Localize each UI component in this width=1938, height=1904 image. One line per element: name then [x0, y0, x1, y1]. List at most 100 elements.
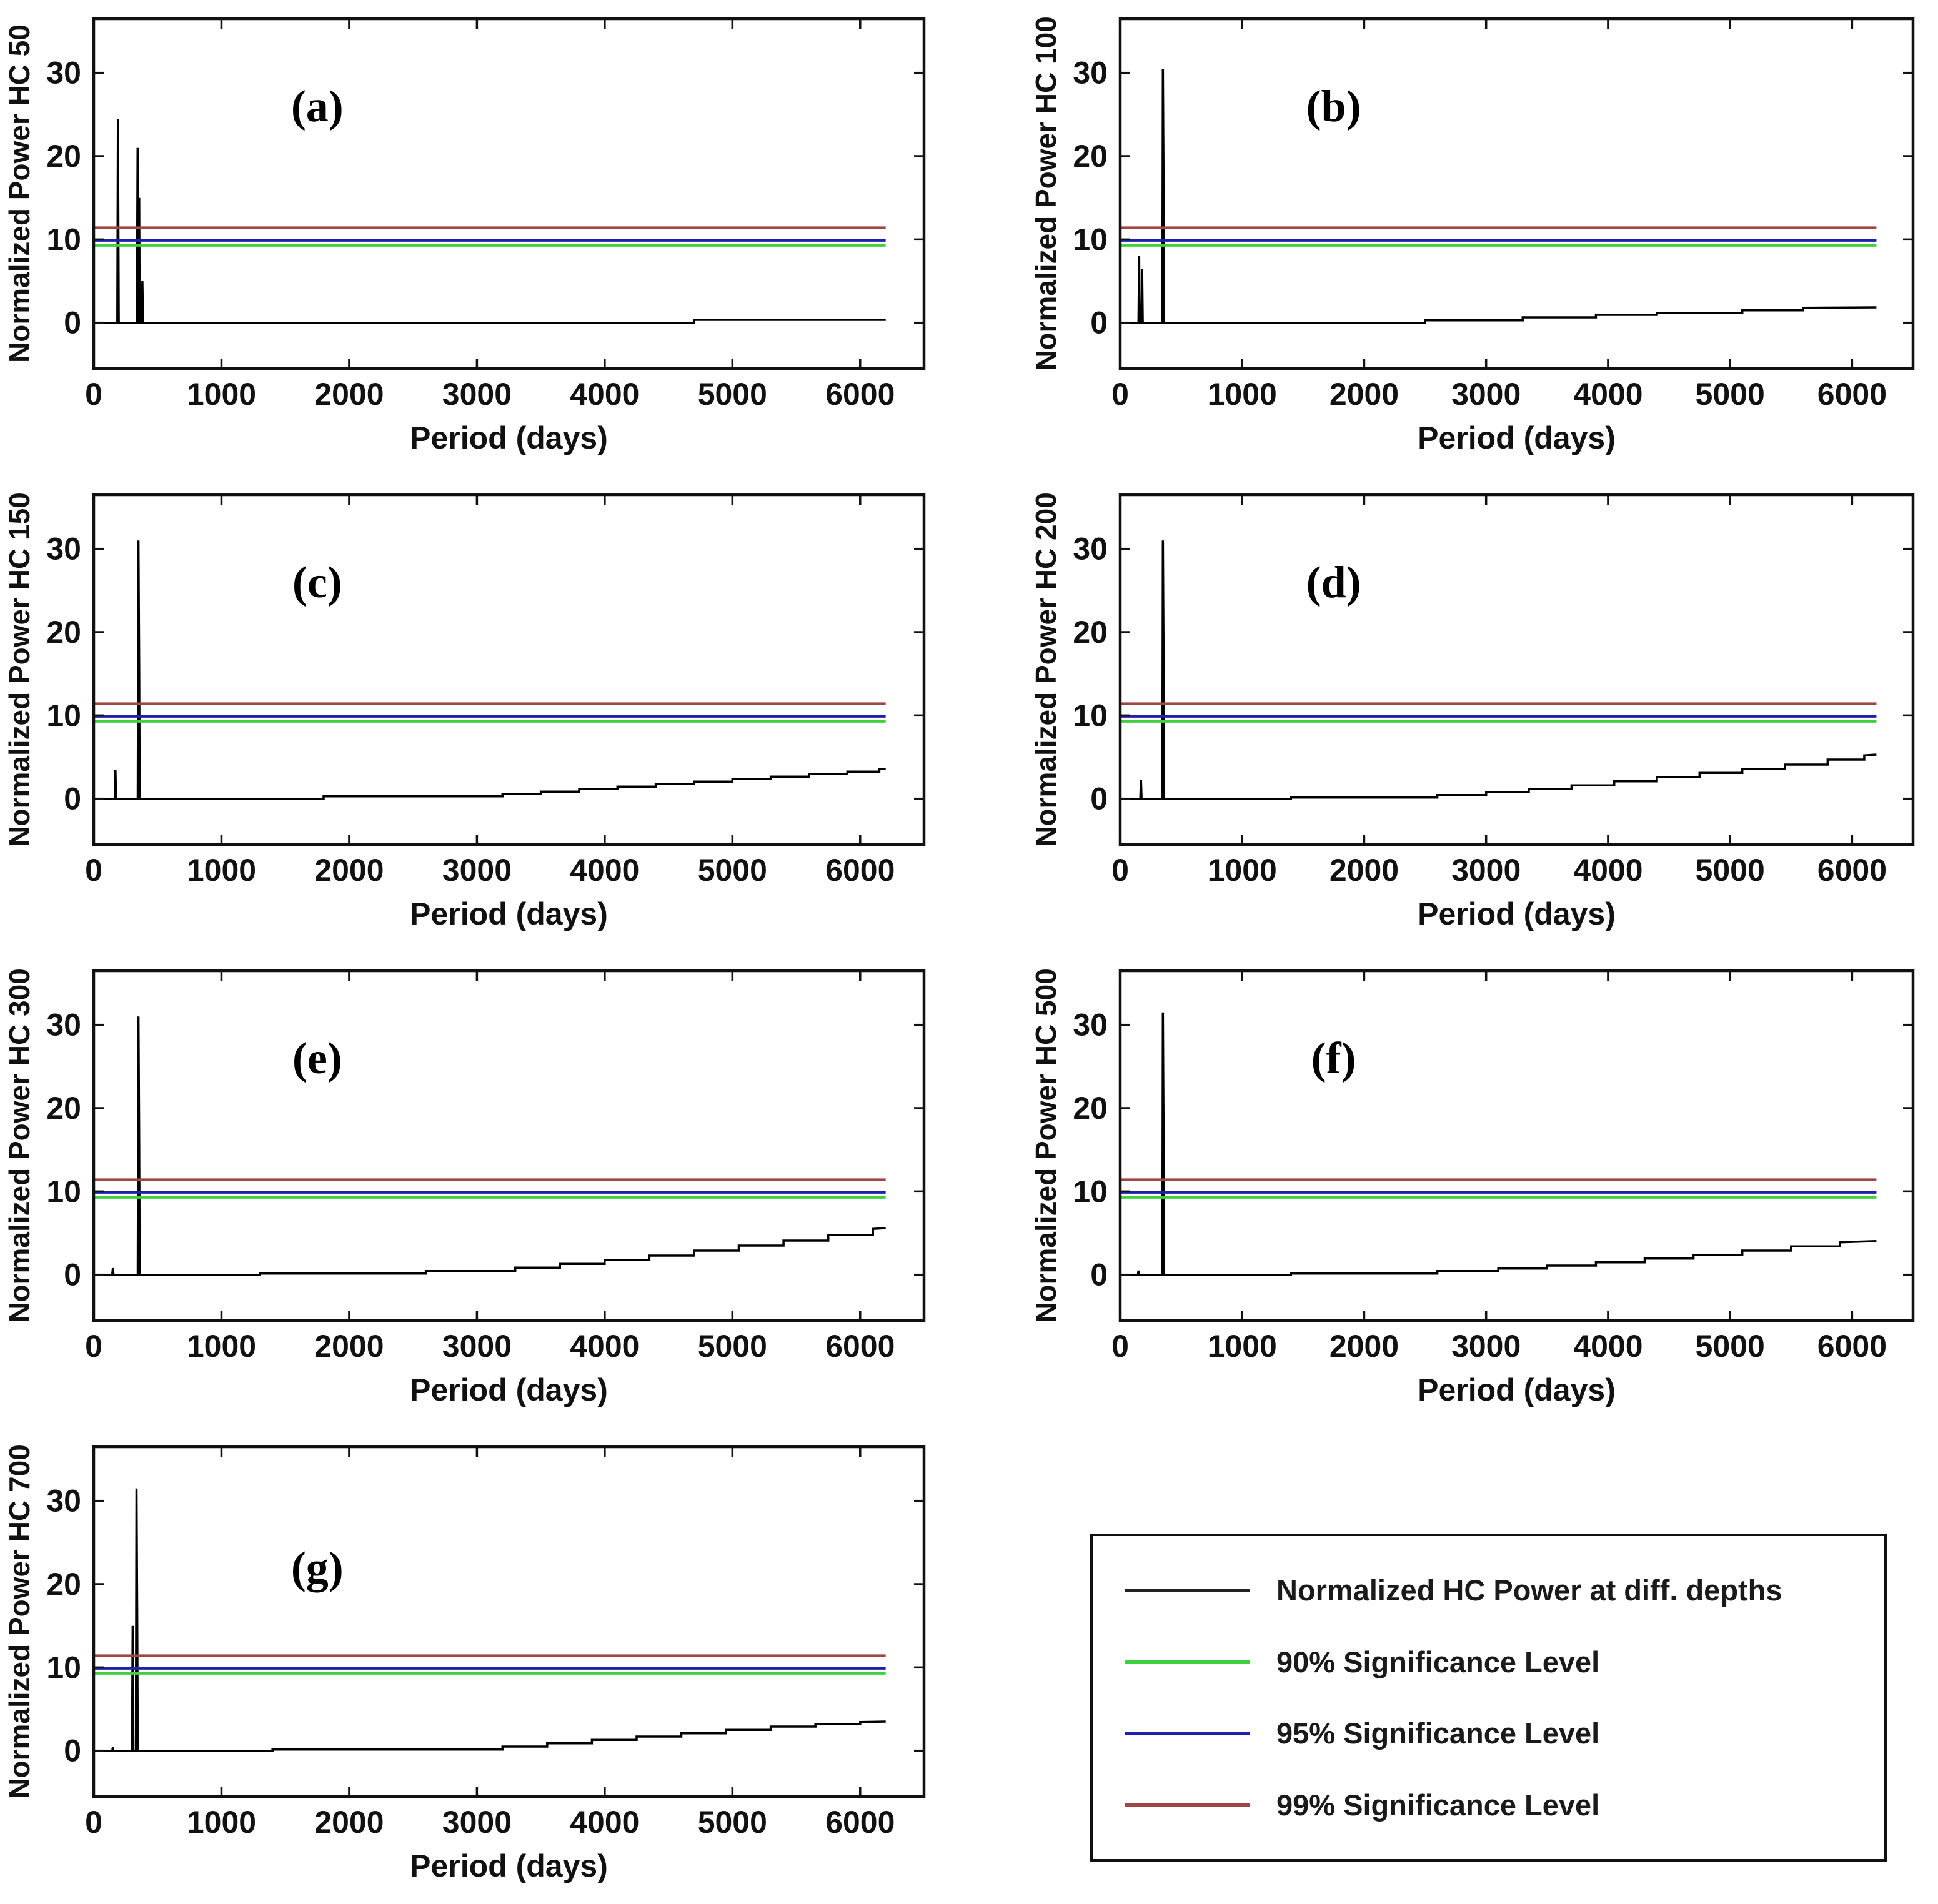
svg-text:Period (days): Period (days)	[1418, 420, 1616, 455]
svg-text:2000: 2000	[314, 853, 384, 888]
svg-text:3000: 3000	[1451, 377, 1521, 412]
svg-text:10: 10	[46, 698, 81, 733]
svg-text:0: 0	[1090, 1257, 1108, 1292]
svg-text:6000: 6000	[825, 1329, 895, 1364]
svg-text:Normalized Power HC 700: Normalized Power HC 700	[3, 1444, 36, 1799]
svg-text:0: 0	[1090, 305, 1108, 340]
svg-text:0: 0	[64, 305, 81, 340]
svg-text:10: 10	[1073, 1174, 1108, 1209]
legend-entry-sig90: 90% Significance Level	[1125, 1645, 1884, 1679]
legend-label: Normalized HC Power at diff. depths	[1276, 1574, 1782, 1607]
svg-text:(a): (a)	[291, 81, 344, 131]
svg-text:4000: 4000	[1573, 377, 1642, 412]
panel-g: 0 1000 2000 3000 4000 5000 6000 0 10 20 30 Period (…	[0, 1428, 969, 1904]
svg-text:(c): (c)	[292, 557, 342, 607]
svg-text:(b): (b)	[1306, 81, 1361, 131]
svg-text:0: 0	[64, 1733, 81, 1768]
svg-text:(f): (f)	[1311, 1033, 1356, 1083]
svg-text:30: 30	[1073, 56, 1108, 91]
panel-c: 0 1000 2000 3000 4000 5000 6000 0 10 20 30 Period (…	[0, 476, 969, 952]
svg-text:6000: 6000	[1817, 1329, 1887, 1364]
svg-text:5000: 5000	[1696, 377, 1765, 412]
svg-text:(g): (g)	[291, 1542, 344, 1592]
svg-text:1000: 1000	[1208, 853, 1277, 888]
svg-text:6000: 6000	[825, 853, 895, 888]
legend-box: Normalized HC Power at diff. depths 90% …	[1090, 1534, 1887, 1862]
panel-d: 0 1000 2000 3000 4000 5000 6000 0 10 20 30 Period (…	[969, 476, 1938, 952]
svg-text:4000: 4000	[570, 1329, 639, 1364]
svg-text:1000: 1000	[1208, 377, 1277, 412]
svg-text:20: 20	[46, 1091, 81, 1126]
svg-text:1000: 1000	[187, 853, 256, 888]
legend-entry-sig95: 95% Significance Level	[1125, 1716, 1884, 1750]
svg-text:10: 10	[46, 1650, 81, 1685]
svg-text:30: 30	[1073, 532, 1108, 567]
legend-panel: Normalized HC Power at diff. depths 90% …	[969, 1428, 1938, 1904]
svg-text:Normalized Power HC 200: Normalized Power HC 200	[1030, 492, 1062, 847]
svg-text:0: 0	[85, 377, 102, 412]
svg-text:5000: 5000	[698, 377, 767, 412]
svg-text:20: 20	[1073, 615, 1108, 650]
svg-text:Period (days): Period (days)	[1418, 896, 1616, 931]
svg-text:1000: 1000	[187, 1329, 256, 1364]
legend-entry-data-line: Normalized HC Power at diff. depths	[1125, 1573, 1884, 1607]
chart-c: 0 1000 2000 3000 4000 5000 6000 0 10 20 30 Period (…	[3, 492, 926, 931]
svg-text:Period (days): Period (days)	[410, 420, 608, 455]
svg-text:2000: 2000	[314, 377, 384, 412]
blue-line-swatch	[1125, 1732, 1250, 1735]
panel-b: 0 1000 2000 3000 4000 5000 6000 0 10 20 30 Period (…	[969, 0, 1938, 476]
svg-text:Normalized Power HC 50: Normalized Power HC 50	[3, 24, 36, 363]
svg-text:30: 30	[46, 56, 81, 91]
svg-text:0: 0	[1111, 853, 1129, 888]
svg-text:3000: 3000	[442, 853, 512, 888]
svg-text:20: 20	[1073, 139, 1108, 174]
svg-text:30: 30	[1073, 1008, 1108, 1043]
svg-text:Normalized Power HC 150: Normalized Power HC 150	[3, 492, 36, 847]
svg-text:2000: 2000	[1329, 377, 1399, 412]
svg-text:Normalized Power HC 500: Normalized Power HC 500	[1030, 968, 1062, 1323]
svg-text:Normalized Power HC 300: Normalized Power HC 300	[3, 968, 36, 1323]
svg-text:5000: 5000	[1696, 853, 1765, 888]
svg-text:20: 20	[46, 615, 81, 650]
chart-f: 0 1000 2000 3000 4000 5000 6000 0 10 20 30 Period (…	[1030, 968, 1915, 1407]
svg-text:4000: 4000	[1573, 1329, 1642, 1364]
svg-text:0: 0	[1111, 377, 1129, 412]
svg-text:5000: 5000	[698, 853, 767, 888]
panel-f: 0 1000 2000 3000 4000 5000 6000 0 10 20 30 Period (…	[969, 952, 1938, 1428]
svg-text:30: 30	[46, 532, 81, 567]
svg-text:6000: 6000	[825, 1805, 895, 1840]
svg-text:0: 0	[64, 1257, 81, 1292]
legend-label: 95% Significance Level	[1276, 1717, 1600, 1750]
svg-text:Period (days): Period (days)	[410, 1848, 608, 1883]
svg-text:3000: 3000	[442, 377, 512, 412]
chart-e: 0 1000 2000 3000 4000 5000 6000 0 10 20 30 Period (…	[3, 968, 926, 1407]
svg-text:Period (days): Period (days)	[1418, 1372, 1616, 1407]
svg-text:1000: 1000	[187, 377, 256, 412]
svg-text:3000: 3000	[442, 1805, 512, 1840]
svg-text:4000: 4000	[570, 853, 639, 888]
svg-text:Normalized Power HC 100: Normalized Power HC 100	[1030, 16, 1062, 371]
svg-text:0: 0	[85, 1805, 102, 1840]
svg-text:2000: 2000	[314, 1805, 384, 1840]
legend-entry-sig99: 99% Significance Level	[1125, 1788, 1884, 1822]
svg-text:10: 10	[46, 1174, 81, 1209]
svg-text:3000: 3000	[1451, 853, 1521, 888]
chart-d: 0 1000 2000 3000 4000 5000 6000 0 10 20 30 Period (…	[1030, 492, 1915, 931]
svg-text:(d): (d)	[1306, 557, 1361, 607]
svg-text:5000: 5000	[698, 1329, 767, 1364]
svg-text:5000: 5000	[698, 1805, 767, 1840]
svg-text:Period (days): Period (days)	[410, 896, 608, 931]
svg-text:0: 0	[64, 781, 81, 816]
svg-text:2000: 2000	[1329, 1329, 1399, 1364]
svg-text:3000: 3000	[442, 1329, 512, 1364]
svg-text:1000: 1000	[187, 1805, 256, 1840]
legend-label: 90% Significance Level	[1276, 1645, 1600, 1678]
red-line-swatch	[1125, 1803, 1250, 1807]
svg-text:3000: 3000	[1451, 1329, 1521, 1364]
svg-text:20: 20	[46, 139, 81, 174]
svg-text:10: 10	[1073, 222, 1108, 257]
svg-text:30: 30	[46, 1484, 81, 1519]
svg-text:30: 30	[46, 1008, 81, 1043]
svg-text:4000: 4000	[570, 377, 639, 412]
